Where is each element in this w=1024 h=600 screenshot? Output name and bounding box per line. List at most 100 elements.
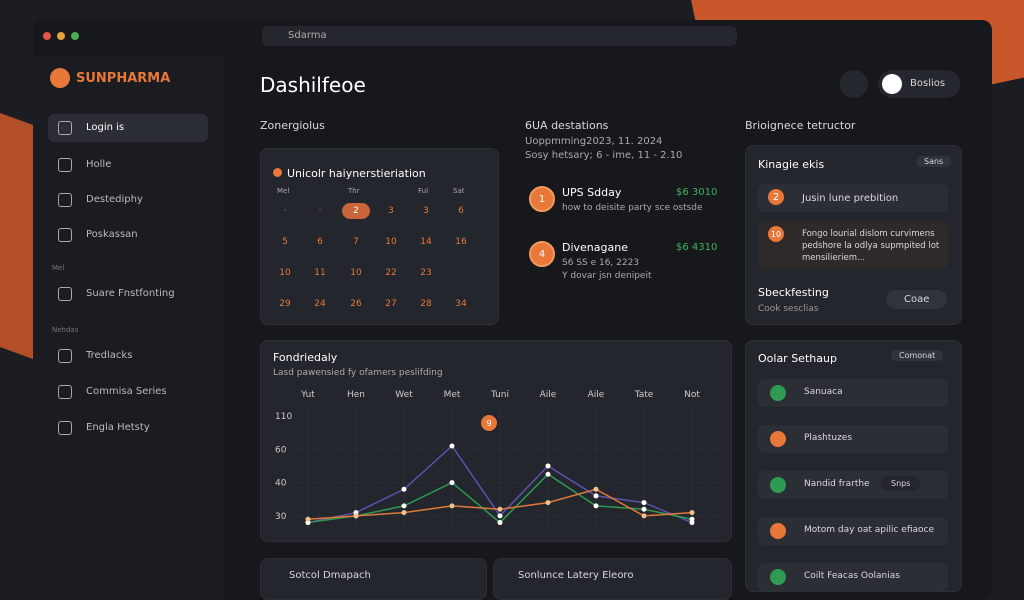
card-title: Sonlunce Latery Eleoro: [518, 570, 634, 581]
active-item[interactable]: [48, 114, 208, 142]
search-box[interactable]: Sdarma: [262, 26, 737, 46]
badge: 10: [768, 226, 784, 242]
menu-icon: [58, 349, 72, 363]
amount: $6 4310: [676, 242, 718, 253]
menu-icon: [58, 385, 72, 399]
x-tick-label: Met: [444, 390, 461, 400]
weekday: Sat: [453, 187, 465, 195]
day[interactable]: 3: [423, 206, 429, 216]
item[interactable]: [758, 184, 948, 212]
menu-item[interactable]: Tredlacks: [86, 350, 133, 361]
day[interactable]: 10: [385, 237, 397, 247]
point: [401, 503, 407, 509]
item-text[interactable]: Plashtuzes: [804, 433, 853, 443]
page-title: Dashilfeoe: [260, 73, 366, 97]
card-title: Oolar Sethaup: [758, 352, 837, 365]
point: [545, 471, 551, 477]
point: [545, 500, 551, 506]
point: [641, 513, 647, 519]
day[interactable]: 34: [455, 299, 467, 309]
footer-text: Cook sesclias: [758, 304, 819, 314]
day[interactable]: ·: [283, 206, 287, 216]
day[interactable]: 26: [350, 299, 362, 309]
day[interactable]: 14: [420, 237, 432, 247]
item-line: S6 SS e 16, 2223: [562, 258, 640, 268]
day[interactable]: 6: [317, 237, 323, 247]
badge: 4: [529, 241, 555, 267]
day[interactable]: 28: [420, 299, 432, 309]
button[interactable]: Snps: [881, 476, 921, 491]
user-button[interactable]: Boslios: [878, 70, 960, 98]
point: [641, 500, 647, 506]
menu-item[interactable]: Engla Hetsty: [86, 422, 150, 433]
avatar: [882, 74, 902, 94]
day[interactable]: 6: [458, 206, 464, 216]
point: [593, 503, 599, 509]
menu-item[interactable]: Login is: [86, 122, 125, 133]
dot: [71, 32, 79, 40]
structure-card: Kinagie ekis Sans 2 Jusin lune prebition…: [745, 145, 962, 325]
button[interactable]: Coae: [886, 290, 948, 309]
day[interactable]: 23: [420, 268, 432, 278]
section-label: Nehdas: [52, 326, 79, 334]
y-tick-label: 40: [275, 479, 287, 489]
day[interactable]: 24: [314, 299, 326, 309]
point: [689, 516, 695, 522]
day[interactable]: 2: [342, 203, 370, 219]
chart-subtitle: Lasd pawensied fy ofamers peslifding: [273, 368, 443, 378]
point: [401, 510, 407, 516]
item[interactable]: [758, 379, 948, 407]
item[interactable]: [758, 517, 948, 545]
day[interactable]: 11: [314, 268, 326, 278]
x-tick-label: Yut: [300, 390, 315, 400]
day[interactable]: 22: [385, 268, 397, 278]
item-text[interactable]: Motom day oat apilic efiaoce: [804, 525, 935, 535]
column-title: Brioignece tetructor: [745, 119, 856, 132]
menu-icon: [58, 158, 72, 172]
menu-icon: [58, 228, 72, 242]
item-text[interactable]: Sanuaca: [804, 387, 843, 397]
menu-item[interactable]: Poskassan: [86, 229, 138, 240]
chart: 30 40 60 110 Yut Hen Wet Met Tuni Aile Aile Tate Not…: [275, 390, 719, 533]
annotation: 9: [486, 419, 491, 428]
menu-item[interactable]: Holle: [86, 159, 112, 170]
chart-card: Fondriedaly Lasd pawensied fy ofamers pe…: [260, 340, 732, 542]
day[interactable]: 7: [353, 237, 359, 247]
icon: [273, 168, 282, 177]
point: [593, 493, 599, 499]
user-name: Boslios: [910, 78, 946, 89]
menu-item[interactable]: Commisa Series: [86, 386, 167, 397]
point: [593, 486, 599, 492]
item[interactable]: [758, 221, 948, 269]
badge: 1: [529, 186, 555, 212]
point: [641, 506, 647, 512]
point: [401, 486, 407, 492]
chart-title: Fondriedaly: [273, 351, 338, 364]
day[interactable]: 29: [279, 299, 291, 309]
menu-icon: [58, 121, 72, 135]
x-tick-label: Aile: [540, 390, 557, 400]
footer-title: Sbeckfesting: [758, 286, 829, 299]
brand: SUNPHARMA: [76, 71, 171, 86]
search-button[interactable]: [840, 70, 868, 98]
day[interactable]: ·: [318, 206, 322, 216]
item[interactable]: [758, 425, 948, 453]
calendar-card: Unicolr haiynerstieriation Mel Thr Ful Sat ·…: [260, 148, 499, 325]
x-tick-label: Tuni: [490, 390, 509, 400]
card-title: Kinagie ekis: [758, 158, 825, 171]
section-label: Mel: [52, 264, 65, 272]
day[interactable]: 10: [350, 268, 362, 278]
item-text[interactable]: Coilt Feacas Oolanias: [804, 571, 900, 581]
menu-item[interactable]: Suare Fnstfonting: [86, 288, 175, 299]
item-line: Y dovar jsn denipeit: [562, 271, 652, 281]
item-text[interactable]: Nandid frarthe: [804, 479, 870, 489]
icon: [770, 385, 786, 401]
day[interactable]: 5: [282, 237, 288, 247]
day[interactable]: 3: [388, 206, 394, 216]
day[interactable]: 27: [385, 299, 397, 309]
day[interactable]: 10: [279, 268, 291, 278]
point: [497, 506, 503, 512]
day[interactable]: 16: [455, 237, 467, 247]
calendar-title: Unicolr haiynerstieriation: [287, 167, 426, 180]
menu-item[interactable]: Destediphy: [86, 194, 143, 205]
